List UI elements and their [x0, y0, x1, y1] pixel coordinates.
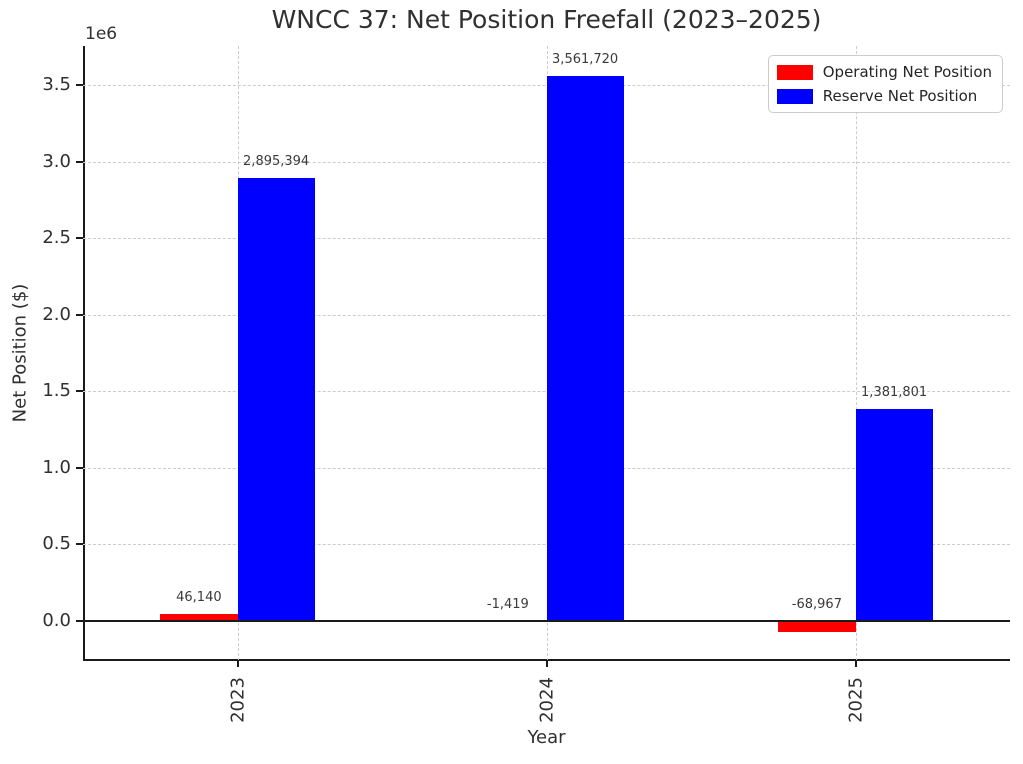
y-tick-label: 2.0	[42, 303, 71, 325]
x-tick-mark	[545, 660, 548, 667]
x-gridline	[855, 46, 857, 661]
bar-operating-net-position-2025	[778, 621, 856, 632]
legend-swatch-operating	[776, 64, 813, 80]
bar-value-label: 3,561,720	[552, 51, 619, 67]
y-tick-mark	[76, 390, 83, 393]
bar-reserve-net-position-2023	[237, 177, 315, 622]
y-tick-label: 3.5	[42, 74, 71, 96]
bar-operating-net-position-2023	[160, 613, 238, 622]
x-tick-label-text: 2024	[536, 677, 557, 723]
legend-item-operating: Operating Net Position	[776, 63, 992, 81]
legend-label-operating: Operating Net Position	[822, 63, 992, 81]
y-tick-label: 0.0	[42, 610, 71, 632]
y-tick-label: 2.5	[42, 227, 71, 249]
bar-value-label: -1,419	[486, 597, 529, 613]
x-tick-label: 2024	[536, 677, 593, 723]
y-tick-mark	[76, 620, 83, 623]
y-tick-label: 3.0	[42, 150, 71, 172]
x-tick-label: 2023	[227, 677, 284, 723]
y-tick-mark	[76, 466, 83, 469]
bar-value-label: 46,140	[176, 589, 222, 605]
y-tick-mark	[76, 160, 83, 163]
zero-line	[83, 620, 1010, 623]
y-axis-spine	[83, 46, 85, 661]
y-axis-offset-text: 1e6	[85, 24, 118, 44]
bar-value-label: 2,895,394	[243, 153, 310, 169]
x-tick-mark	[236, 660, 239, 667]
y-tick-mark	[76, 543, 83, 546]
y-tick-mark	[76, 313, 83, 316]
x-tick-mark	[854, 660, 857, 667]
bar-value-label: 1,381,801	[861, 385, 928, 401]
x-tick-label-text: 2023	[227, 677, 248, 723]
x-tick-label: 2025	[845, 677, 902, 723]
chart-title: WNCC 37: Net Position Freefall (2023–202…	[271, 5, 822, 34]
legend-item-reserve: Reserve Net Position	[776, 87, 992, 105]
legend: Operating Net Position Reserve Net Posit…	[767, 55, 1003, 113]
y-tick-label: 1.5	[42, 380, 71, 402]
bar-value-label: -68,967	[791, 597, 842, 613]
x-axis-label: Year	[527, 727, 566, 748]
y-tick-label: 0.5	[42, 533, 71, 555]
legend-swatch-reserve	[776, 88, 813, 104]
bar-reserve-net-position-2024	[546, 75, 624, 622]
y-tick-mark	[76, 237, 83, 240]
y-tick-mark	[76, 84, 83, 87]
plot-area: Operating Net Position Reserve Net Posit…	[83, 46, 1010, 661]
y-tick-label: 1.0	[42, 456, 71, 478]
bar-reserve-net-position-2025	[855, 409, 933, 622]
legend-label-reserve: Reserve Net Position	[822, 87, 978, 105]
x-tick-label-text: 2025	[845, 677, 866, 723]
